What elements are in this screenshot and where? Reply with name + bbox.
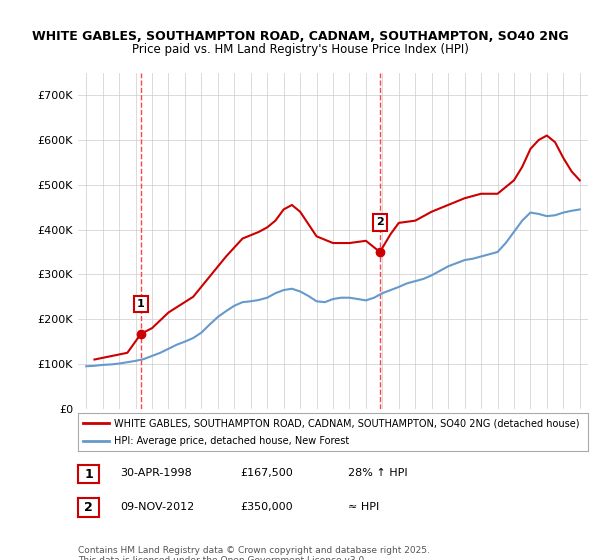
Text: 28% ↑ HPI: 28% ↑ HPI (348, 468, 407, 478)
Text: 09-NOV-2012: 09-NOV-2012 (120, 502, 194, 512)
Text: £167,500: £167,500 (240, 468, 293, 478)
Text: 2: 2 (376, 217, 384, 227)
Text: £350,000: £350,000 (240, 502, 293, 512)
Text: WHITE GABLES, SOUTHAMPTON ROAD, CADNAM, SOUTHAMPTON, SO40 2NG: WHITE GABLES, SOUTHAMPTON ROAD, CADNAM, … (32, 30, 568, 43)
Text: Contains HM Land Registry data © Crown copyright and database right 2025.
This d: Contains HM Land Registry data © Crown c… (78, 546, 430, 560)
Text: WHITE GABLES, SOUTHAMPTON ROAD, CADNAM, SOUTHAMPTON, SO40 2NG (detached house): WHITE GABLES, SOUTHAMPTON ROAD, CADNAM, … (114, 418, 579, 428)
Text: HPI: Average price, detached house, New Forest: HPI: Average price, detached house, New … (114, 436, 349, 446)
Text: Price paid vs. HM Land Registry's House Price Index (HPI): Price paid vs. HM Land Registry's House … (131, 43, 469, 56)
Text: ≈ HPI: ≈ HPI (348, 502, 379, 512)
Text: 1: 1 (84, 468, 93, 480)
Text: 30-APR-1998: 30-APR-1998 (120, 468, 192, 478)
Text: 2: 2 (84, 501, 93, 514)
Text: 1: 1 (137, 299, 145, 309)
